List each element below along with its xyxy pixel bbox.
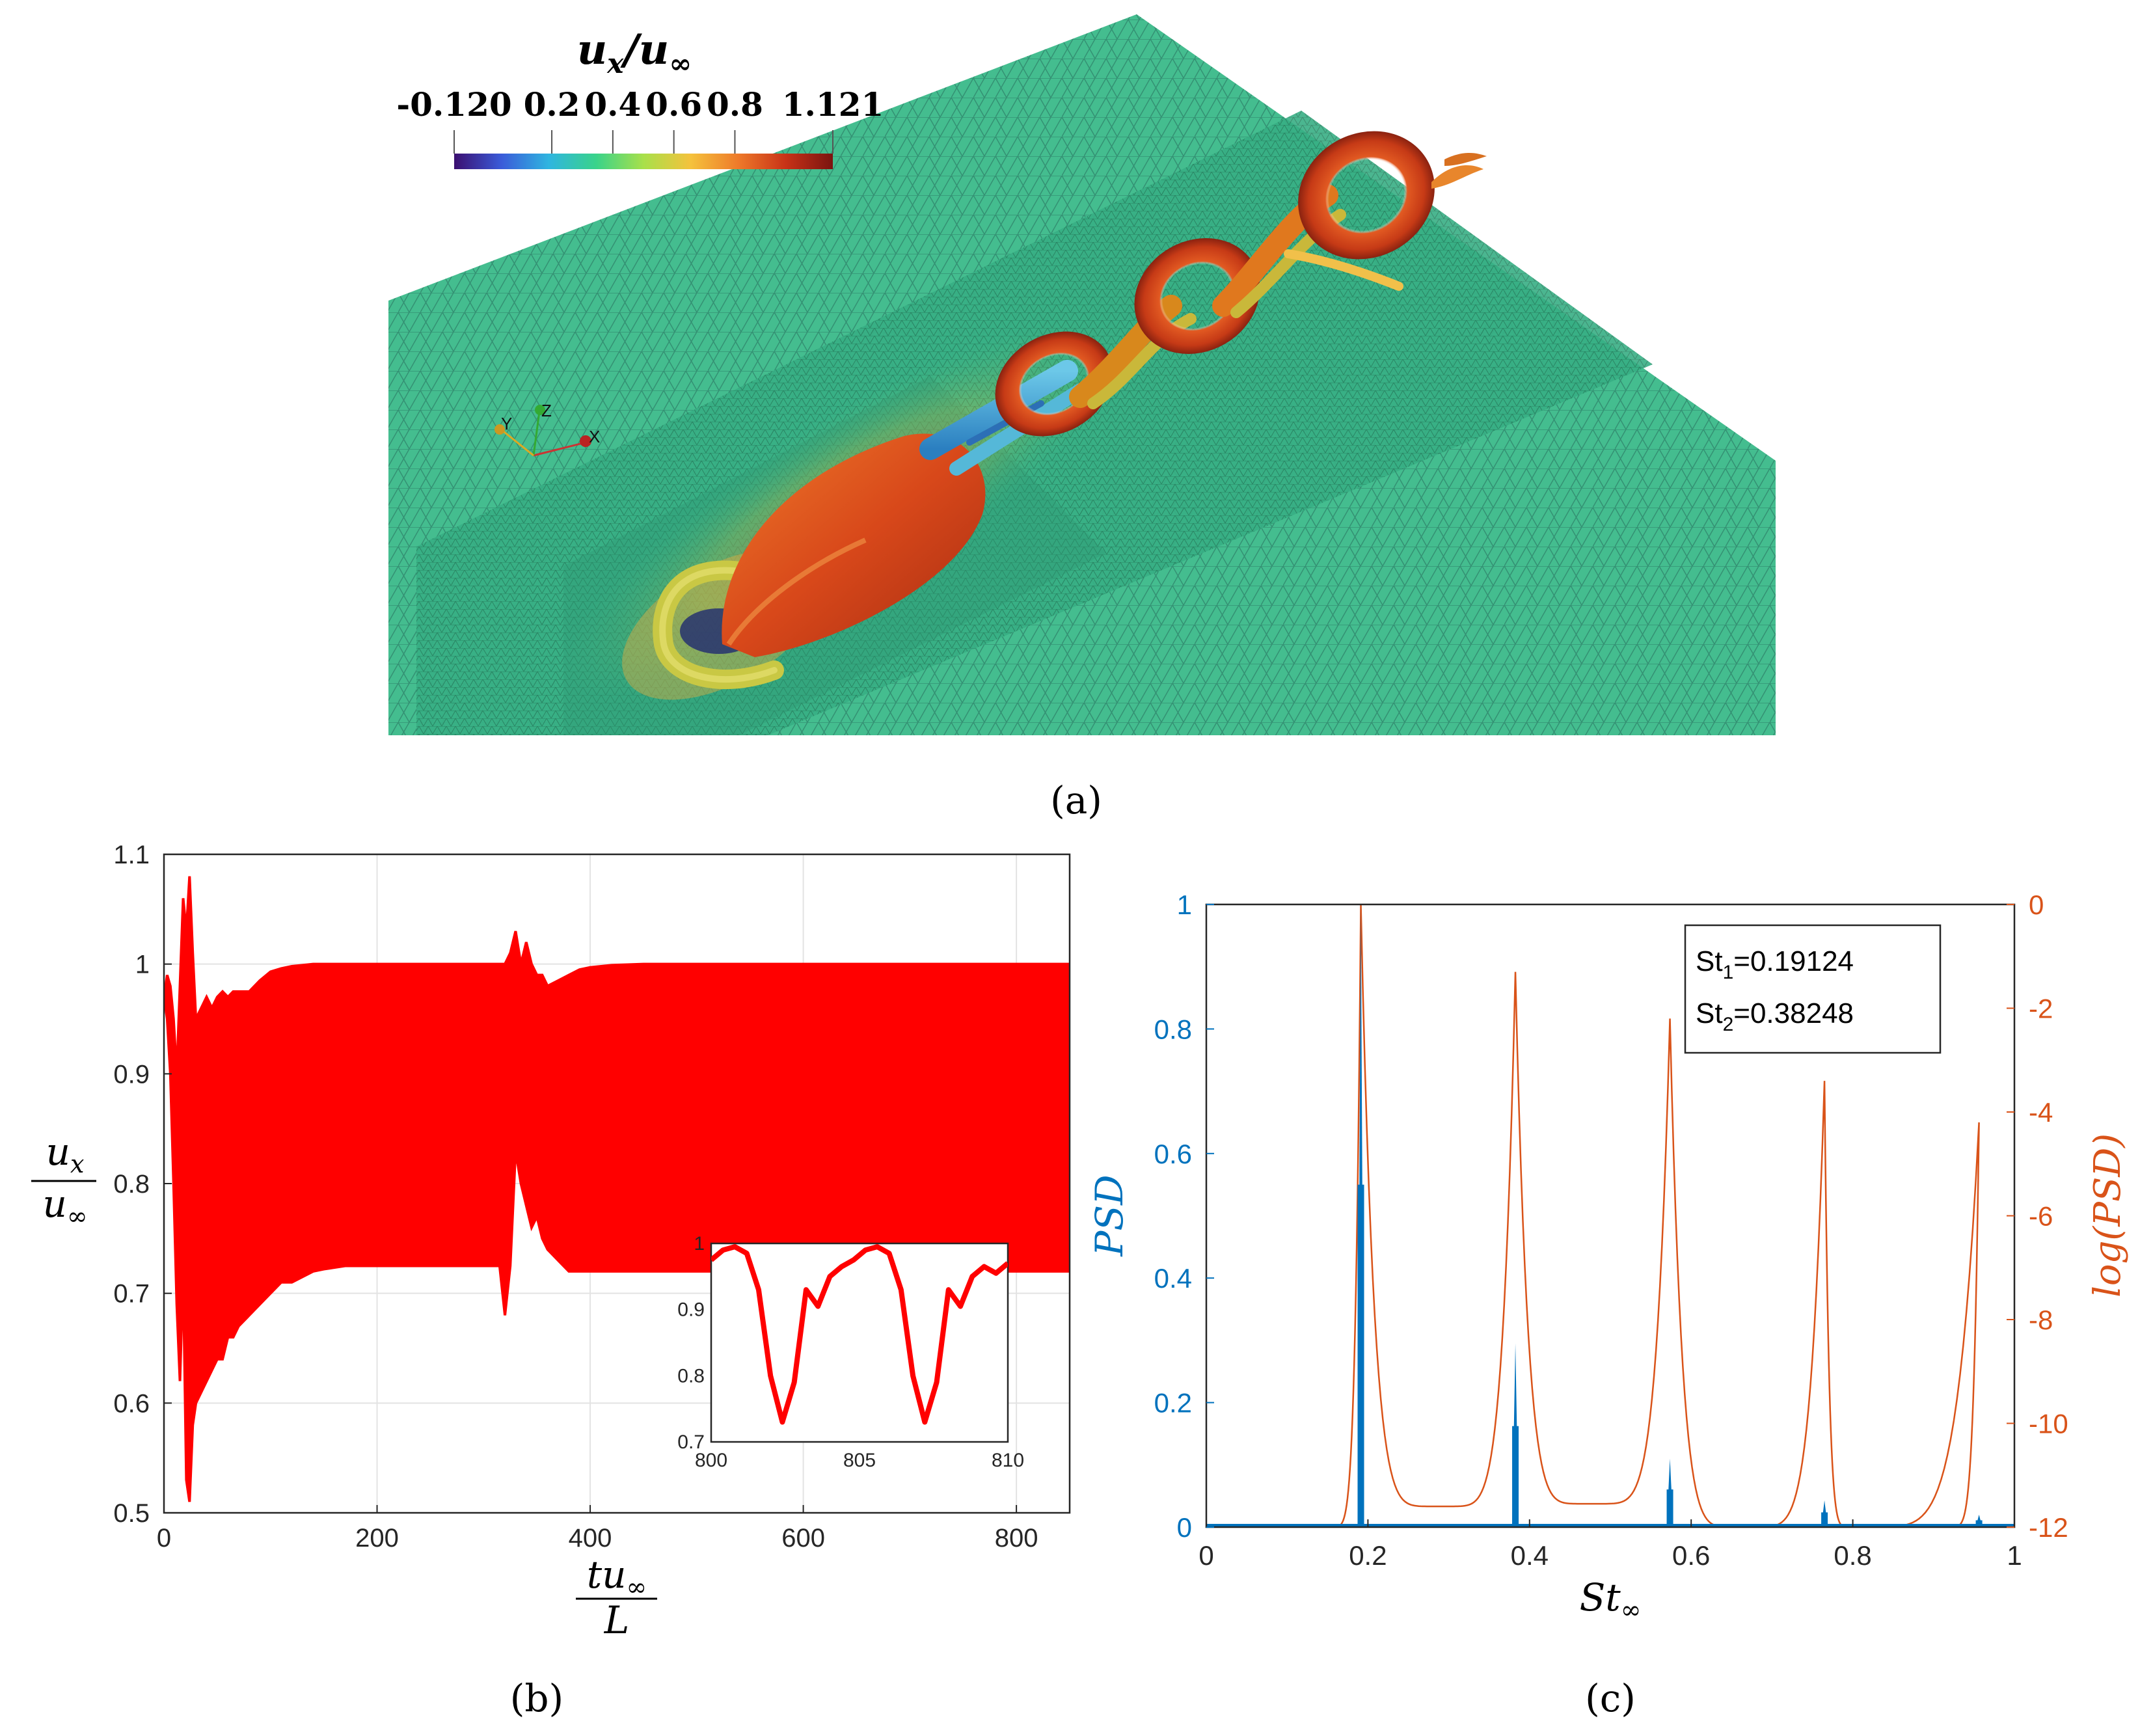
- c-xtick-1: 0.2: [1349, 1540, 1387, 1571]
- shed-fragments: [1431, 165, 1483, 189]
- chart-c-ticks: 0 0.2 0.4 0.6 0.8 100.20.40.60.81-12-10-8-6-4…: [1154, 889, 2068, 1571]
- c-ytick-left-1: 0.2: [1154, 1388, 1192, 1418]
- psd-spike-base-4: [1975, 1520, 1983, 1527]
- c-ytick-left-5: 1: [1177, 889, 1192, 920]
- colorbar-tick-2: 0.4: [584, 85, 641, 124]
- legend-st2: St2=0.38248: [1696, 997, 1854, 1035]
- chart-b-signal-band: [164, 876, 1070, 1502]
- inset-xtick-0: 800: [695, 1450, 727, 1471]
- psd-spike-base-0: [1357, 1184, 1364, 1527]
- inset-ytick-1: 0.8: [677, 1365, 705, 1387]
- chart-b-xlabel: tu∞ L: [576, 1553, 657, 1642]
- c-ytick-left-3: 0.6: [1154, 1139, 1192, 1169]
- colorbar-tick-5: 1.121: [782, 85, 884, 124]
- c-ytick-right-1: -10: [2029, 1409, 2068, 1439]
- caption-b: (b): [510, 1676, 563, 1720]
- chart-c-xlabel: St∞: [1580, 1575, 1642, 1624]
- panel-a: X Z Y ux/u∞ -0.120 0.2 0.4 0.6 0.8 1.121 (a): [388, 14, 1776, 822]
- chart-c-psd-spikes: [1357, 904, 1983, 1527]
- c-ytick-right-2: -8: [2029, 1305, 2053, 1335]
- inset-signal-line: [711, 1244, 1008, 1425]
- inset-ytick-0: 0.7: [677, 1431, 705, 1453]
- b-ytick-5: 1: [135, 951, 150, 979]
- c-ytick-right-0: -12: [2029, 1512, 2068, 1543]
- c-xtick-5: 1: [2007, 1540, 2022, 1571]
- c-ytick-left-4: 0.8: [1154, 1014, 1192, 1044]
- c-xtick-0: 0: [1198, 1540, 1213, 1571]
- inset-xtick-1: 805: [843, 1450, 876, 1471]
- colorbar-tick-3: 0.6: [645, 85, 702, 124]
- colorbar-gradient: [454, 154, 833, 169]
- triad-z-label: Z: [541, 401, 552, 420]
- chart-c-legend: St1=0.19124 St2=0.38248: [1684, 924, 1942, 1054]
- vortex-ring-1: [995, 331, 1113, 437]
- svg-text:ux: ux: [46, 1130, 85, 1178]
- chart-c-ylabel-left: PSD: [1087, 1174, 1131, 1256]
- c-ytick-right-5: -2: [2029, 994, 2053, 1024]
- chart-b-lower-envelope: [164, 996, 1070, 1502]
- inset-ticks: 800 805 810 0.7 0.8 0.9 1: [677, 1233, 1024, 1471]
- triad-x-label: X: [589, 427, 600, 446]
- svg-text:u∞: u∞: [42, 1182, 87, 1230]
- b-ytick-2: 0.7: [113, 1280, 150, 1309]
- b-ytick-0: 0.5: [113, 1499, 150, 1528]
- colorbar-tick-4: 0.8: [707, 85, 763, 124]
- chart-b-ticks: 0 200 400 600 800 0.5 0.6 0.7 0.8 0.9 1 1.1: [113, 841, 1038, 1553]
- axis-triad: X Z Y: [494, 401, 600, 457]
- panel-c: 0 0.2 0.4 0.6 0.8 100.20.40.60.81-12-10-8-6-4…: [1087, 889, 2129, 1720]
- svg-text:L: L: [604, 1598, 630, 1642]
- inset-ytick-3: 1: [694, 1233, 705, 1255]
- c-ytick-right-6: 0: [2029, 889, 2044, 920]
- colorbar-tick-labels: -0.120 0.2 0.4 0.6 0.8 1.121: [396, 85, 884, 124]
- c-xtick-2: 0.4: [1511, 1540, 1549, 1571]
- b-ytick-1: 0.6: [113, 1389, 150, 1418]
- chart-b-upper-envelope: [164, 876, 1070, 1074]
- vortex-ring-2: [1134, 238, 1260, 354]
- c-ytick-left-0: 0: [1177, 1512, 1192, 1543]
- b-xtick-0: 0: [157, 1524, 171, 1553]
- chart-b-inset: 800 805 810 0.7 0.8 0.9 1: [677, 1233, 1024, 1471]
- psd-spike-base-3: [1821, 1512, 1828, 1527]
- c-xtick-3: 0.6: [1672, 1540, 1710, 1571]
- c-ytick-left-2: 0.4: [1154, 1263, 1192, 1294]
- b-xtick-1: 200: [355, 1524, 399, 1553]
- inset-xtick-2: 810: [992, 1450, 1024, 1471]
- legend-st1: St1=0.19124: [1696, 945, 1854, 983]
- b-ytick-6: 1.1: [113, 841, 150, 869]
- b-ytick-4: 0.9: [113, 1060, 150, 1089]
- inset-ytick-2: 0.9: [677, 1299, 705, 1321]
- colorbar: ux/u∞ -0.120 0.2 0.4 0.6 0.8 1.121: [396, 25, 884, 169]
- svg-text:tu∞: tu∞: [587, 1553, 647, 1601]
- chart-c-ylabel-right: log(PSD): [2087, 1133, 2129, 1297]
- panel-b: 0 200 400 600 800 0.5 0.6 0.7 0.8 0.9 1 1.1 ux u∞ t…: [31, 841, 1071, 1720]
- caption-a: (a): [1050, 778, 1102, 822]
- chart-c-log-psd-line: [1327, 904, 2014, 1527]
- colorbar-tick-0: -0.120: [396, 85, 511, 124]
- caption-c: (c): [1585, 1676, 1636, 1720]
- b-ytick-3: 0.8: [113, 1170, 150, 1199]
- c-ytick-right-3: -6: [2029, 1201, 2053, 1232]
- c-xtick-4: 0.8: [1834, 1540, 1871, 1571]
- psd-spike-base-1: [1512, 1426, 1519, 1527]
- b-xtick-2: 400: [569, 1524, 612, 1553]
- colorbar-tick-marks: [454, 130, 833, 154]
- triad-y-label: Y: [501, 414, 512, 433]
- vortex-ring-3: [1298, 131, 1435, 260]
- vortex-structures: [653, 131, 1487, 690]
- c-ytick-right-4: -4: [2029, 1097, 2053, 1128]
- b-xtick-4: 800: [995, 1524, 1038, 1553]
- colorbar-title: ux/u∞: [577, 25, 692, 79]
- psd-spike-base-2: [1666, 1489, 1673, 1527]
- chart-b-ylabel: ux u∞: [31, 1130, 96, 1230]
- b-xtick-3: 600: [781, 1524, 825, 1553]
- colorbar-tick-1: 0.2: [524, 85, 580, 124]
